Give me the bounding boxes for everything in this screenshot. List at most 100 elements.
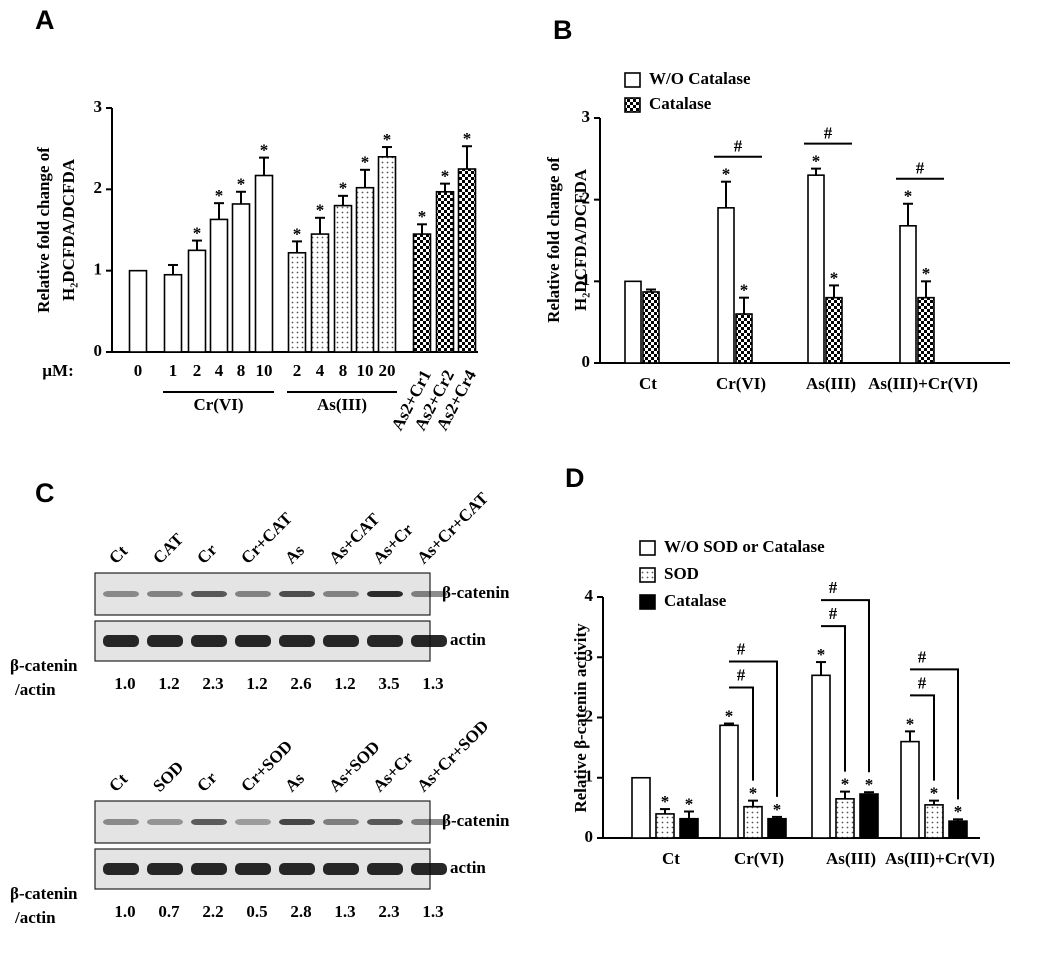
bar [412, 233, 432, 353]
legend-label: SOD [664, 564, 699, 583]
x-tick-label: 10 [256, 361, 273, 380]
blot-band [191, 863, 227, 875]
y-axis-label: Relative β-catenin activity [571, 623, 590, 813]
y-axis-label: H₂DCFDA/DCFDA [59, 158, 78, 301]
lane-label: SOD [149, 757, 187, 795]
ratio-value: 3.5 [378, 674, 399, 693]
y-tick-label: 2 [94, 178, 103, 197]
error-bar [721, 180, 731, 208]
blot-band [103, 819, 139, 825]
error-bar [462, 145, 472, 169]
legend-label: W/O Catalase [649, 69, 751, 88]
blot-band [411, 863, 447, 875]
compare-label: # [829, 604, 838, 623]
y-tick-label: 4 [585, 586, 594, 605]
y-tick-label: 3 [582, 107, 591, 126]
ratio-value: 2.2 [202, 902, 223, 921]
error-bar [921, 280, 931, 298]
ratio-value: 1.2 [158, 674, 179, 693]
lane-label: CAT [149, 529, 187, 567]
bar [377, 156, 397, 353]
ratio-value: 2.8 [290, 902, 311, 921]
compare-bracket [821, 599, 870, 773]
error-bar [315, 216, 325, 235]
ratio-value: 2.3 [378, 902, 399, 921]
lane-label: Ct [105, 541, 131, 567]
blot-band [411, 635, 447, 647]
error-bar [864, 791, 874, 795]
legend-swatch [624, 72, 641, 88]
error-bar [338, 194, 348, 206]
significance: * [383, 130, 392, 149]
bar [355, 186, 375, 353]
significance: * [865, 775, 874, 794]
bar [717, 207, 735, 364]
compare-label: # [737, 665, 746, 684]
error-bar [214, 202, 224, 220]
compare-label: # [734, 137, 743, 156]
error-bar [929, 799, 939, 805]
compare-label: # [824, 124, 833, 143]
bar [655, 813, 675, 839]
error-bar [417, 223, 427, 235]
bar [333, 204, 353, 353]
ratio-value: 0.7 [158, 902, 180, 921]
legend-label: W/O SOD or Catalase [664, 537, 825, 556]
error-bar [903, 202, 913, 226]
unit-label: µM: [42, 361, 74, 380]
legend-swatch [624, 97, 641, 113]
error-bar [811, 167, 821, 176]
bar [163, 273, 183, 353]
bar [231, 203, 251, 353]
y-axis-label: H₂DCFDA/DCFDA [571, 168, 590, 311]
x-tick-label: 1 [169, 361, 178, 380]
ratio-value: 1.2 [246, 674, 267, 693]
error-bar [168, 263, 178, 275]
x-tick-label: Ct [662, 849, 680, 868]
blot-band [367, 591, 403, 597]
y-axis-label: Relative fold change of [544, 157, 563, 323]
error-bar [816, 661, 826, 676]
bar [254, 174, 274, 353]
significance: * [293, 224, 302, 243]
ratio-value: 1.3 [422, 902, 443, 921]
x-tick-label: Ct [639, 374, 657, 393]
legend-swatch [639, 540, 656, 556]
bar [631, 776, 651, 839]
x-tick-label: 20 [379, 361, 396, 380]
compare-bracket [910, 668, 959, 800]
bar [948, 820, 968, 839]
x-tick-label: 2 [293, 361, 302, 380]
x-tick-label: 10 [357, 361, 374, 380]
significance: * [418, 207, 427, 226]
significance: * [237, 175, 246, 194]
significance: * [817, 645, 826, 664]
error-bar [739, 296, 749, 314]
blot-band [191, 591, 227, 597]
group-label: Cr(VI) [193, 395, 243, 414]
bar [900, 740, 920, 839]
bar [128, 269, 148, 353]
blot-band [279, 635, 315, 647]
bar [679, 817, 699, 839]
compare-label: # [829, 578, 838, 597]
significance: * [773, 800, 782, 819]
error-bar [840, 790, 850, 799]
panel-label: D [565, 463, 585, 493]
bar [835, 798, 855, 839]
group-label: As(III) [317, 395, 367, 414]
blot-band [367, 819, 403, 825]
significance: * [904, 187, 913, 206]
blot-band [235, 819, 271, 825]
ratio-label: /actin [14, 908, 56, 927]
compare-bracket [729, 686, 754, 781]
ratio-value: 1.2 [334, 674, 355, 693]
blot-band [235, 863, 271, 875]
error-bar [440, 182, 450, 192]
significance: * [685, 794, 694, 813]
band-label: actin [450, 858, 486, 877]
bar [917, 296, 935, 364]
compare-label: # [918, 647, 927, 666]
bar [187, 249, 207, 353]
